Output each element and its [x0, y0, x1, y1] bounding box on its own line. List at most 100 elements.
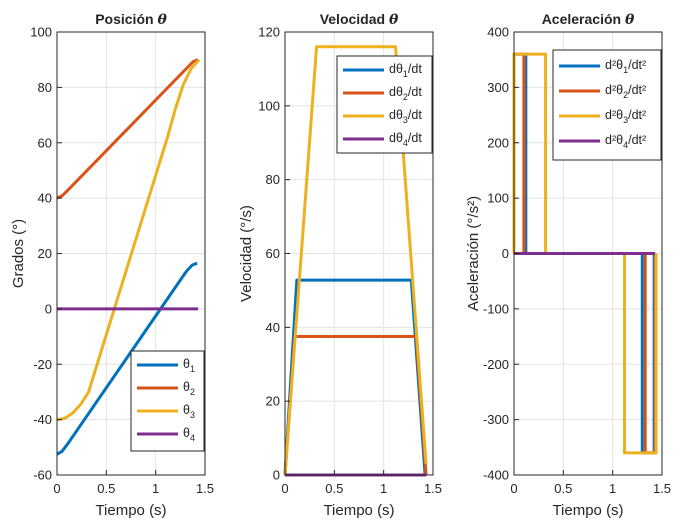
chart-title-text: Aceleración	[542, 11, 625, 27]
legend-label-main: dθ	[389, 108, 403, 122]
legend-label-3: d²θ3/dt²	[605, 108, 646, 125]
y-tick-label: 60	[38, 135, 52, 150]
legend-label-2: θ2	[183, 380, 195, 397]
y-tick-label: 20	[38, 246, 52, 261]
legend-label-main: d²θ	[605, 133, 623, 147]
chart-title-symbol: θ	[389, 12, 399, 28]
y-axis-label: Grados (°)	[10, 219, 27, 288]
y-tick-label: -40	[33, 412, 52, 427]
chart-title: Aceleración θ	[542, 11, 635, 28]
legend-label-sub: 2	[623, 90, 628, 100]
y-tick-label: 120	[258, 25, 280, 40]
y-tick-label: -300	[483, 412, 509, 427]
legend-label-1: dθ1/dt	[389, 62, 422, 79]
legend-label-sub: 4	[403, 138, 408, 148]
y-tick-label: 80	[266, 172, 280, 187]
y-tick-label: 100	[30, 25, 52, 40]
legend-label-1: d²θ1/dt²	[605, 58, 646, 75]
legend-label-main: d²θ	[605, 83, 623, 97]
y-tick-label: 0	[45, 301, 52, 316]
chart-title-symbol: θ	[625, 12, 635, 28]
legend-label-main: d²θ	[605, 108, 623, 122]
y-tick-label: -100	[483, 301, 509, 316]
y-tick-label: -400	[483, 468, 509, 483]
chart-title: Velocidad θ	[320, 11, 399, 28]
legend-label-main: dθ	[389, 131, 403, 145]
x-tick-label: 0	[53, 481, 60, 496]
y-tick-label: 60	[266, 246, 280, 261]
legend-label-sub: 4	[623, 140, 628, 150]
chart-panel-3: 0 0.5 1 1.5 -400 -300 -200 -100 0 100 200 300 400 Ace…	[465, 11, 671, 519]
x-tick-label: 1.5	[196, 481, 214, 496]
legend-label-tail: /dt	[408, 108, 422, 122]
legend-label-main: dθ	[389, 85, 403, 99]
legend-label-2: d²θ2/dt²	[605, 83, 646, 100]
legend-label-3: dθ3/dt	[389, 108, 422, 125]
series-line-3	[56, 58, 201, 422]
chart-panel-1: 0 0.5 1 1.5 -60 -40 -20 0 20 40 60 80 100 Posición θ T…	[10, 11, 214, 519]
series-line-1	[56, 261, 198, 456]
legend-label-sub: 3	[190, 410, 195, 420]
legend-label-4: d²θ4/dt²	[605, 133, 646, 150]
legend-label-tail: /dt²	[628, 133, 646, 147]
legend-label-2: dθ2/dt	[389, 85, 422, 102]
legend-label-tail: /dt	[408, 62, 422, 76]
legend-label-sub: 1	[403, 69, 408, 79]
legend-label-tail: /dt²	[628, 108, 646, 122]
x-axis-label: Tiempo (s)	[95, 502, 166, 519]
chart-title-text: Velocidad	[320, 11, 389, 27]
chart-title: Posición θ	[95, 11, 167, 28]
y-axis-label: Velocidad (°/s)	[238, 205, 255, 302]
chart-title-symbol: θ	[157, 12, 167, 28]
y-tick-label: -200	[483, 357, 509, 372]
legend-label-sub: 3	[403, 115, 408, 125]
chart-panel-2: 0 0.5 1 1.5 0 20 40 60 80 100 120 Velocidad θ Tiempo…	[238, 11, 442, 519]
legend-label-1: θ1	[183, 357, 195, 374]
x-tick-label: 1	[152, 481, 159, 496]
legend-label-main: θ	[183, 403, 190, 417]
series-line-2	[56, 58, 199, 200]
y-tick-label: 100	[487, 191, 509, 206]
legend-label-4: θ4	[183, 426, 195, 443]
x-tick-label: 1	[609, 481, 616, 496]
legend-label-sub: 3	[623, 115, 628, 125]
legend-label-main: d²θ	[605, 58, 623, 72]
x-tick-label: 1	[380, 481, 387, 496]
y-tick-label: 0	[502, 246, 509, 261]
legend-label-tail: /dt²	[628, 58, 646, 72]
x-axis-label: Tiempo (s)	[323, 502, 394, 519]
x-tick-label: 1.5	[424, 481, 442, 496]
legend-label-main: θ	[183, 357, 190, 371]
legend-label-tail: /dt	[408, 85, 422, 99]
x-tick-label: 1.5	[653, 481, 671, 496]
y-tick-label: 20	[266, 394, 280, 409]
x-tick-label: 0.5	[325, 481, 343, 496]
legend-label-sub: 1	[190, 364, 195, 374]
legend-label-main: dθ	[389, 62, 403, 76]
y-tick-label: 40	[38, 191, 52, 206]
legend-label-sub: 2	[403, 92, 408, 102]
x-tick-label: 0.5	[97, 481, 115, 496]
y-tick-label: 0	[273, 468, 280, 483]
legend-label-main: θ	[183, 380, 190, 394]
legend-label-tail: /dt	[408, 131, 422, 145]
x-tick-label: 0	[510, 481, 517, 496]
series-line-3	[283, 45, 428, 476]
x-tick-label: 0.5	[554, 481, 572, 496]
y-tick-label: 400	[487, 25, 509, 40]
y-tick-label: -20	[33, 357, 52, 372]
x-tick-label: 0	[281, 481, 288, 496]
x-axis-label: Tiempo (s)	[552, 502, 623, 519]
legend-label-4: dθ4/dt	[389, 131, 422, 148]
legend-label-sub: 1	[623, 65, 628, 75]
legend-label-main: θ	[183, 426, 190, 440]
y-axis-label: Aceleración (°/s²)	[465, 196, 482, 311]
legend-box	[336, 55, 433, 154]
legend-label-sub: 2	[190, 387, 195, 397]
legend-label-3: θ3	[183, 403, 195, 420]
y-tick-label: 200	[487, 135, 509, 150]
